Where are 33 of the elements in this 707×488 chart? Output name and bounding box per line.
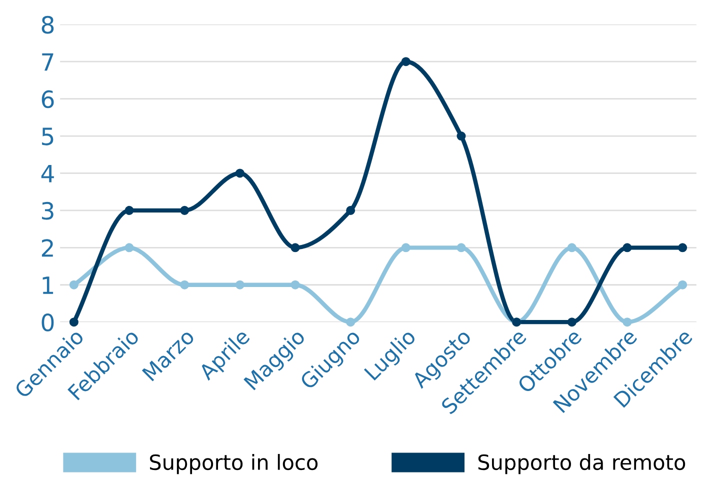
y-tick-label: 3	[42, 202, 54, 220]
y-tick-label: 1	[42, 276, 54, 294]
point	[290, 243, 300, 252]
y-tick-label: 5	[42, 128, 54, 146]
point	[456, 132, 466, 141]
point	[235, 280, 244, 290]
point	[567, 318, 576, 327]
point	[622, 243, 632, 252]
point	[567, 243, 576, 252]
point	[235, 168, 244, 178]
y-tick-label: 2	[42, 239, 53, 257]
point	[622, 318, 632, 327]
point	[124, 243, 134, 252]
point	[678, 243, 688, 252]
point	[69, 318, 78, 327]
y-tick-label: 6	[42, 90, 54, 108]
legend-label: Supporto da remoto	[478, 454, 686, 474]
point	[124, 206, 134, 215]
y-tick-label: 7	[42, 53, 54, 71]
point	[401, 57, 410, 66]
legend-label: Supporto in loco	[150, 454, 318, 474]
point	[346, 318, 356, 327]
point	[346, 206, 356, 215]
point	[456, 243, 466, 252]
point	[678, 280, 688, 290]
y-tick-label: 0	[42, 314, 54, 332]
point	[290, 280, 300, 290]
y-tick-label: 8	[42, 16, 54, 34]
point	[69, 280, 78, 290]
point	[180, 206, 190, 215]
point	[401, 243, 410, 252]
point	[180, 280, 190, 290]
y-tick-label: 4	[41, 164, 54, 182]
